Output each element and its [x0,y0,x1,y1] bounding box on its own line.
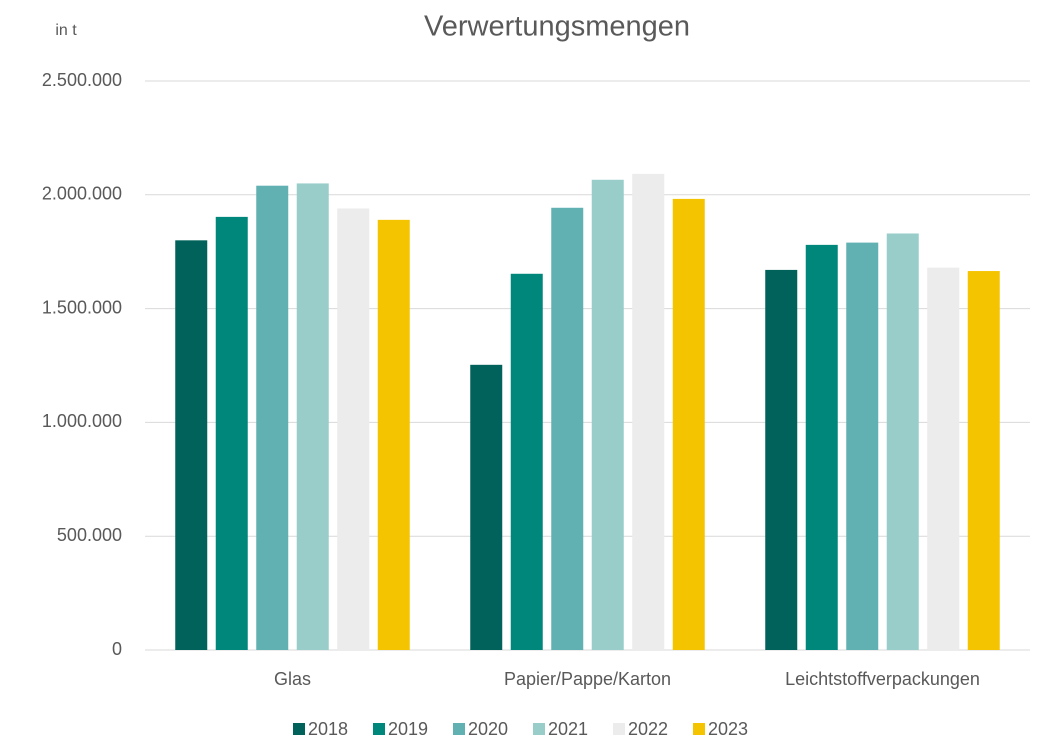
bar [256,185,289,651]
bar [672,198,705,651]
bar [510,273,543,650]
y-tick-label: 0 [112,639,122,659]
bar [470,364,503,650]
bar [927,267,960,650]
legend-swatch [693,723,705,735]
legend-label: 2018 [308,719,348,739]
legend-label: 2020 [468,719,508,739]
y-tick-label: 1.500.000 [42,297,122,317]
legend-swatch [453,723,465,735]
bar [215,216,248,650]
bar [296,183,329,651]
y-tick-label: 1.000.000 [42,411,122,431]
bar [805,244,838,650]
bar [886,233,919,650]
bar [846,242,879,650]
bar [551,207,584,650]
legend-swatch [613,723,625,735]
bar [337,208,370,650]
legend-label: 2019 [388,719,428,739]
y-tick-label: 500.000 [57,525,122,545]
bar [967,271,1000,650]
bar [175,240,208,650]
bar [591,179,624,651]
bar [632,173,665,651]
y-tick-label: 2.000.000 [42,184,122,204]
legend-swatch [533,723,545,735]
x-tick-label: Papier/Pappe/Karton [504,669,671,689]
legend-label: 2021 [548,719,588,739]
y-axis-label: in t [55,22,77,39]
bar [377,219,410,650]
x-tick-label: Leichtstoffverpackungen [785,669,980,689]
legend-swatch [293,723,305,735]
legend-swatch [373,723,385,735]
legend-label: 2023 [708,719,748,739]
chart-title: Verwertungsmengen [424,11,690,43]
legend-label: 2022 [628,719,668,739]
y-tick-label: 2.500.000 [42,70,122,90]
x-tick-label: Glas [274,669,311,689]
bar [765,269,798,650]
